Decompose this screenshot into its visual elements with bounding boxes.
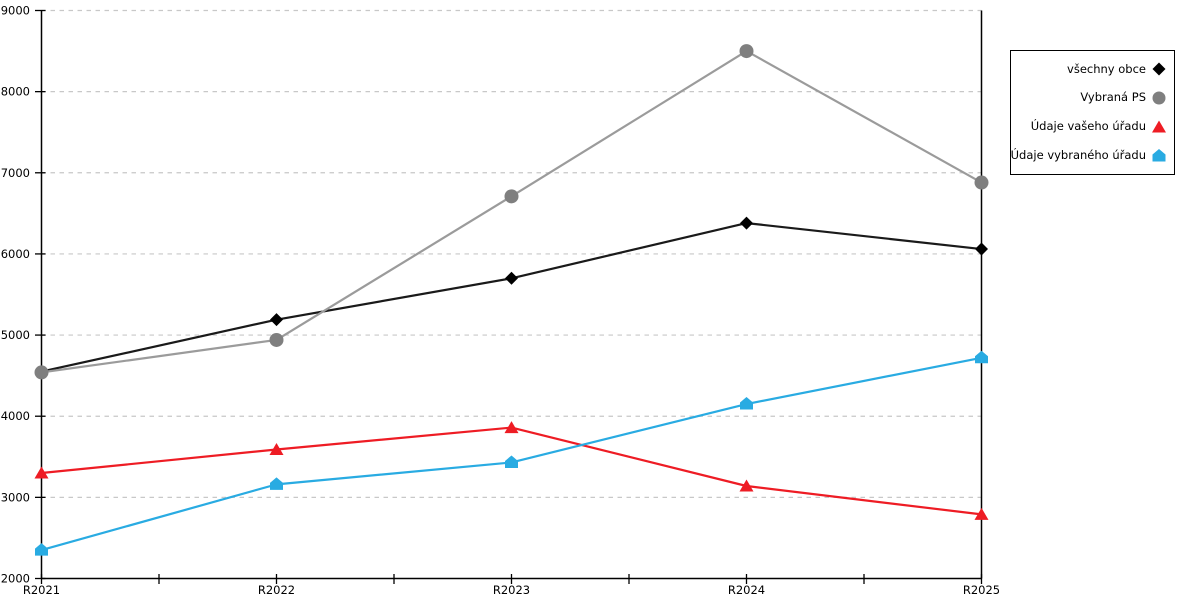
circle-marker: [739, 44, 754, 59]
pentagon-icon: [1152, 148, 1166, 162]
legend-item-udaje-vybraneho-uradu: Údaje vybraného úřadu: [1011, 148, 1168, 164]
circle-marker: [974, 175, 989, 190]
triangle-marker: [739, 479, 754, 492]
y-tick-label: 2000: [1, 572, 30, 586]
pentagon-marker: [505, 455, 518, 468]
y-tick-label: 4000: [1, 409, 30, 423]
series-line-3: [41, 356, 982, 552]
circle-marker: [504, 189, 519, 204]
legend-label: Vybraná PS: [1080, 90, 1146, 105]
triangle-marker: [504, 421, 519, 434]
diamond-icon: [1152, 62, 1166, 76]
circle-marker: [269, 332, 284, 347]
legend-label: všechny obce: [1067, 61, 1146, 76]
pentagon-marker: [35, 543, 48, 556]
x-tick-label: R2023: [493, 583, 530, 597]
diamond-marker: [505, 271, 518, 285]
series-line-0: [41, 221, 982, 373]
y-tick-label: 3000: [1, 490, 30, 504]
y-tick-label: 6000: [1, 247, 30, 261]
legend-item-vsechny-obce: všechny obce: [1067, 61, 1168, 77]
circle-marker: [34, 365, 49, 380]
legend-label: Údaje vybraného úřadu: [1010, 147, 1146, 162]
triangle-icon: [1152, 120, 1166, 133]
series-line-1: [41, 49, 983, 374]
diamond-marker: [740, 216, 753, 230]
pentagon-marker: [270, 477, 283, 490]
legend: všechny obce Vybraná PS Údaje vašeho úřa…: [1010, 50, 1175, 175]
y-tick-label: 9000: [1, 4, 30, 18]
pentagon-marker: [975, 350, 988, 364]
legend-label: Údaje vašeho úřadu: [1030, 119, 1146, 134]
legend-item-udaje-vaseho-uradu: Údaje vašeho úřadu: [1031, 119, 1168, 135]
x-tick-label: R2025: [963, 583, 1000, 597]
series-line-2: [41, 426, 982, 516]
y-tick-label: 7000: [1, 166, 30, 180]
pentagon-marker: [740, 397, 753, 410]
legend-item-vybrana-ps: Vybraná PS: [1080, 90, 1168, 106]
x-tick-label: R2024: [728, 583, 765, 597]
x-tick-label: R2021: [23, 583, 60, 597]
circle-icon: [1152, 91, 1166, 105]
triangle-marker: [269, 442, 284, 455]
triangle-marker: [974, 507, 989, 520]
x-tick-label: R2022: [258, 583, 295, 597]
diamond-marker: [975, 242, 988, 256]
y-tick-label: 5000: [1, 328, 30, 342]
diamond-marker: [270, 313, 283, 327]
y-tick-label: 8000: [1, 85, 30, 99]
triangle-marker: [34, 466, 49, 479]
